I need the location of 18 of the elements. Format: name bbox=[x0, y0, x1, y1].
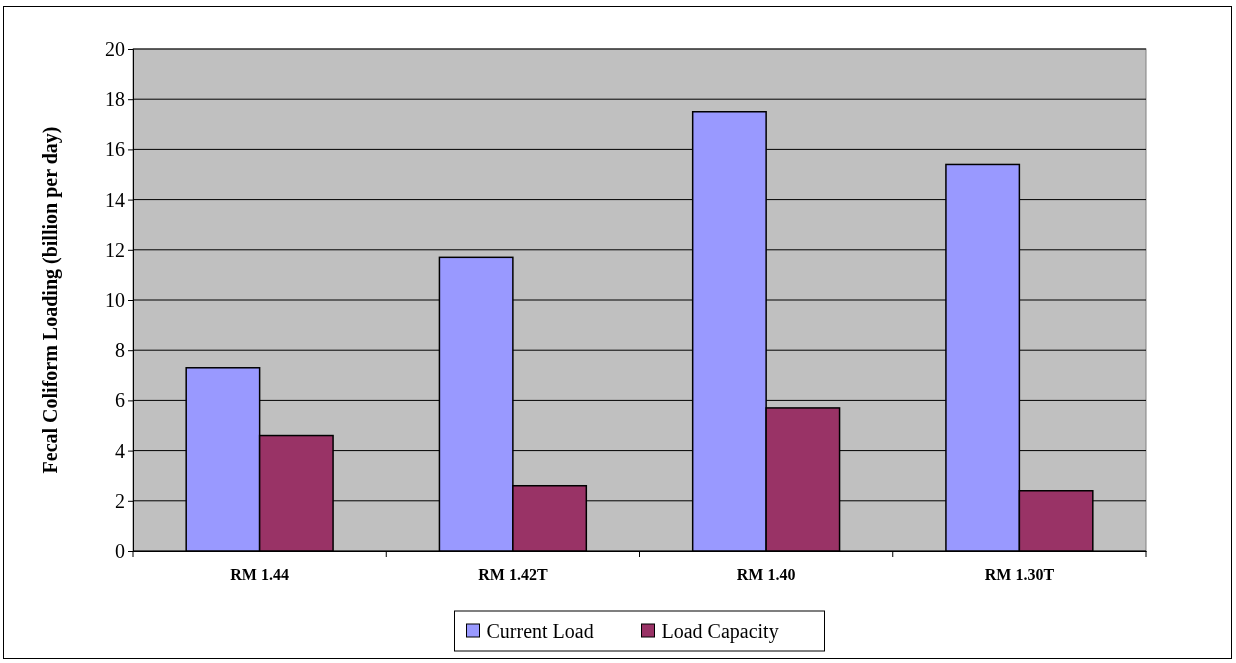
y-tick-label: 4 bbox=[115, 439, 125, 462]
y-axis-title: Fecal Coliform Loading (billion per day) bbox=[39, 126, 62, 474]
x-tick-label: RM 1.42T bbox=[478, 566, 548, 584]
y-tick-label: 0 bbox=[115, 539, 125, 562]
y-tick-label: 2 bbox=[115, 489, 125, 512]
y-tick-label: 6 bbox=[115, 389, 125, 412]
legend-label: Current Load bbox=[486, 620, 594, 642]
y-tick-label: 20 bbox=[105, 37, 125, 60]
y-tick-label: 10 bbox=[105, 288, 125, 311]
x-tick-label: RM 1.44 bbox=[230, 566, 289, 584]
y-tick-label: 8 bbox=[115, 339, 125, 362]
x-tick-label: RM 1.40 bbox=[736, 566, 796, 584]
legend-label: Load Capacity bbox=[661, 620, 779, 643]
y-tick-label: 18 bbox=[105, 88, 125, 111]
y-tick-label: 14 bbox=[105, 188, 125, 211]
y-tick-label: 16 bbox=[105, 138, 125, 161]
y-tick-label: 12 bbox=[105, 238, 125, 261]
x-tick-label: RM 1.30T bbox=[984, 566, 1055, 584]
